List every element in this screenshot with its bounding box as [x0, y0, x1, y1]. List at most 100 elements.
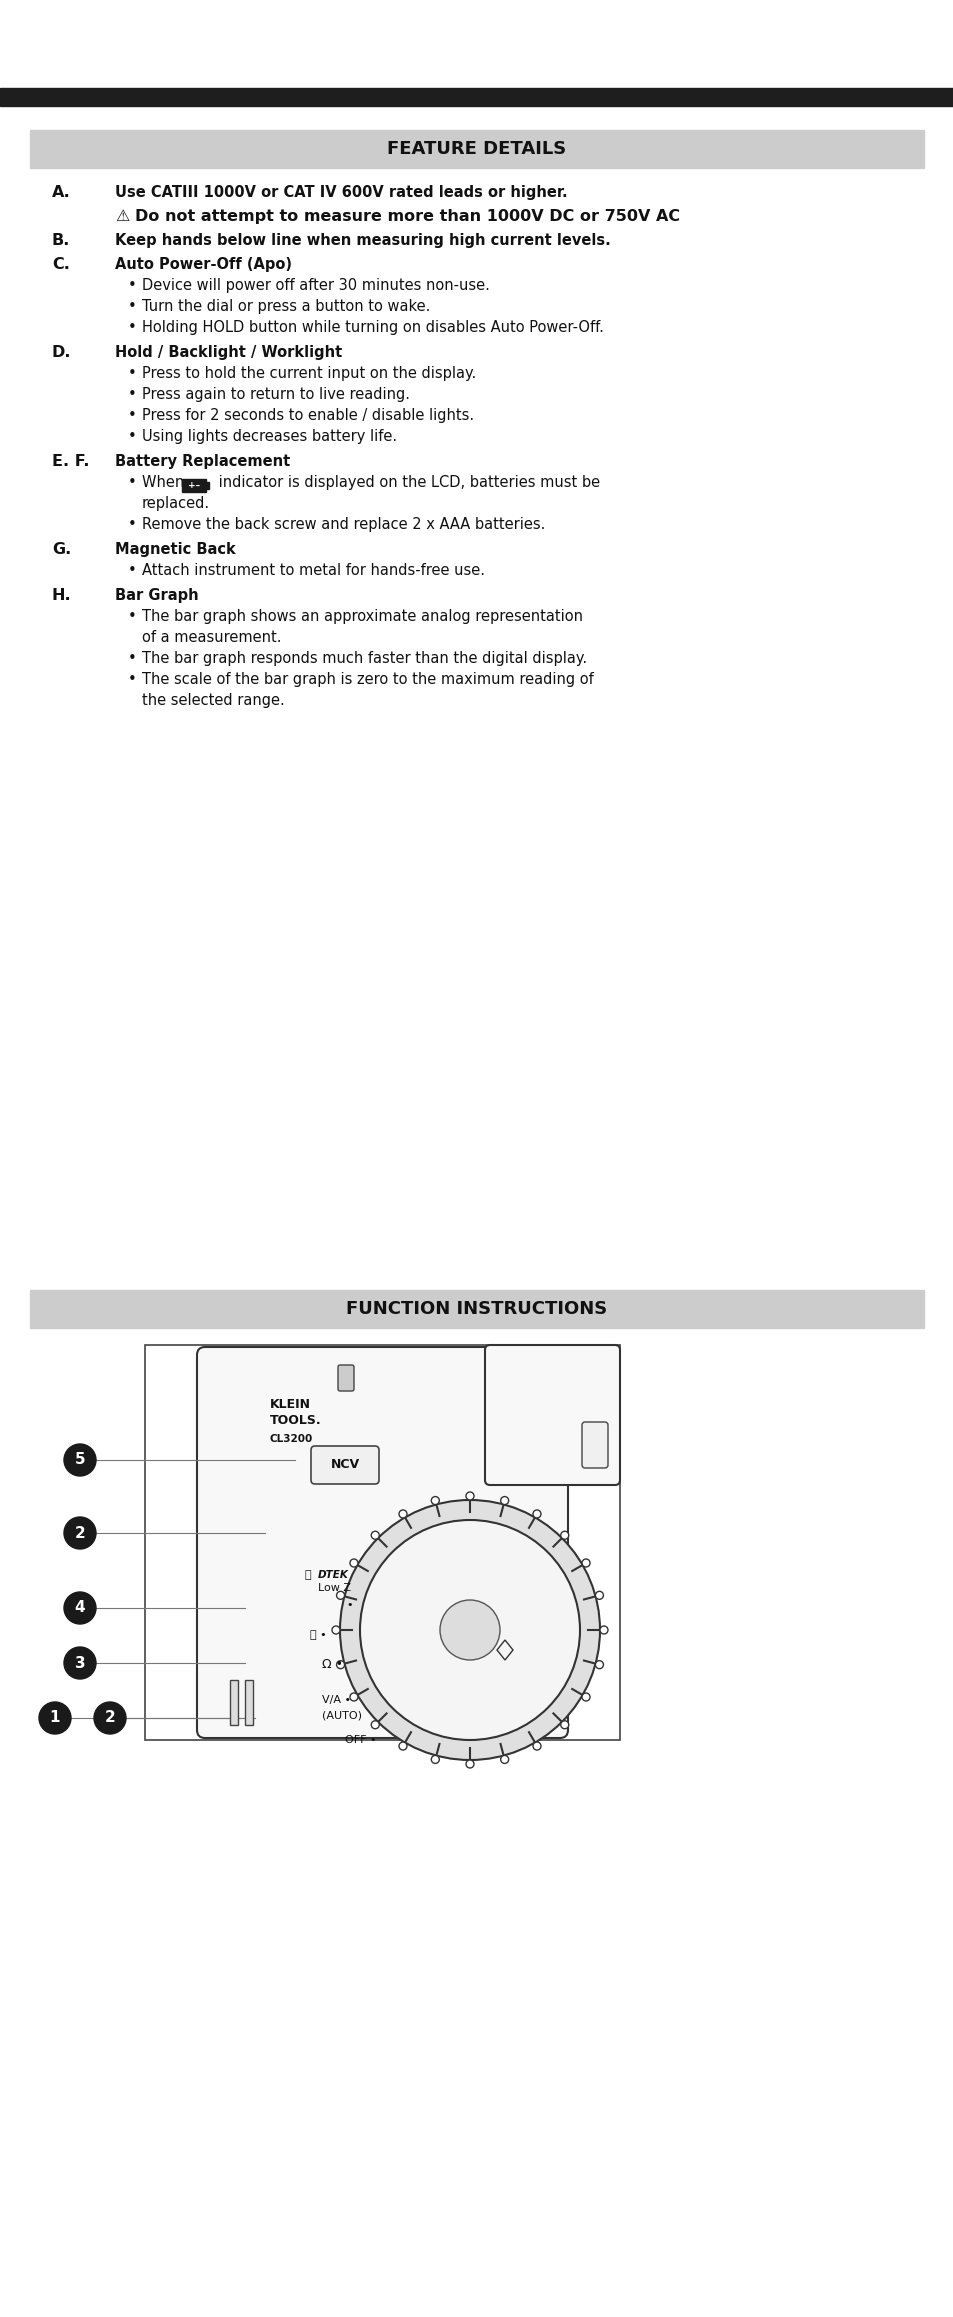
Text: A.: A. [52, 185, 71, 199]
Circle shape [533, 1511, 540, 1518]
Circle shape [350, 1559, 357, 1566]
Text: Low Z: Low Z [317, 1583, 351, 1594]
Text: Do not attempt to measure more than 1000V DC or 750V AC: Do not attempt to measure more than 1000… [135, 209, 679, 225]
Text: Bar Graph: Bar Graph [115, 589, 198, 602]
Text: NCV: NCV [330, 1457, 359, 1471]
Text: replaced.: replaced. [142, 496, 210, 512]
Circle shape [94, 1703, 126, 1733]
Text: Device will power off after 30 minutes non-use.: Device will power off after 30 minutes n… [142, 278, 489, 292]
Circle shape [581, 1559, 589, 1566]
Text: •: • [128, 563, 136, 577]
Text: •: • [346, 1601, 353, 1610]
Text: •: • [128, 366, 136, 380]
Circle shape [431, 1497, 439, 1504]
Circle shape [500, 1756, 508, 1763]
Bar [30, 1291, 923, 1328]
Text: 2: 2 [74, 1525, 85, 1541]
Text: KLEIN: KLEIN [270, 1399, 311, 1411]
Bar [0, 88, 953, 107]
Text: ⧉ •: ⧉ • [310, 1629, 326, 1640]
Text: indicator is displayed on the LCD, batteries must be: indicator is displayed on the LCD, batte… [213, 475, 599, 489]
Bar [206, 482, 209, 489]
Text: 5: 5 [74, 1453, 85, 1467]
Text: •: • [128, 651, 136, 665]
Circle shape [500, 1497, 508, 1504]
Text: 2: 2 [105, 1710, 115, 1726]
Text: •: • [128, 278, 136, 292]
Text: of a measurement.: of a measurement. [142, 630, 281, 644]
Text: 1: 1 [50, 1710, 60, 1726]
Circle shape [64, 1443, 96, 1476]
Bar [230, 1680, 237, 1724]
Text: •: • [128, 387, 136, 403]
Text: Battery Replacement: Battery Replacement [115, 454, 290, 468]
Bar [182, 480, 206, 491]
Text: When: When [142, 475, 189, 489]
Text: TOOLS.: TOOLS. [270, 1413, 321, 1427]
Text: ⚠: ⚠ [115, 209, 130, 225]
Bar [245, 1680, 253, 1724]
Text: (AUTO): (AUTO) [322, 1710, 361, 1719]
Circle shape [332, 1627, 339, 1633]
Text: the selected range.: the selected range. [142, 693, 284, 709]
Bar [145, 1344, 619, 1740]
Text: Keep hands below line when measuring high current levels.: Keep hands below line when measuring hig… [115, 234, 610, 248]
Text: •: • [128, 408, 136, 424]
Text: •: • [128, 320, 136, 336]
Circle shape [359, 1520, 579, 1740]
Circle shape [371, 1532, 379, 1538]
FancyBboxPatch shape [581, 1423, 607, 1469]
Circle shape [599, 1627, 607, 1633]
FancyBboxPatch shape [311, 1446, 378, 1483]
Text: D.: D. [52, 345, 71, 359]
Text: •: • [128, 475, 136, 489]
Text: Hold / Backlight / Worklight: Hold / Backlight / Worklight [115, 345, 342, 359]
Circle shape [64, 1647, 96, 1680]
FancyBboxPatch shape [337, 1365, 354, 1390]
Text: C.: C. [52, 257, 70, 271]
Text: Magnetic Back: Magnetic Back [115, 542, 235, 556]
Circle shape [595, 1592, 603, 1599]
Text: E. F.: E. F. [52, 454, 90, 468]
Text: B.: B. [52, 234, 71, 248]
Circle shape [398, 1511, 407, 1518]
Text: Attach instrument to metal for hands-free use.: Attach instrument to metal for hands-fre… [142, 563, 484, 577]
Text: Press to hold the current input on the display.: Press to hold the current input on the d… [142, 366, 476, 380]
Text: The bar graph responds much faster than the digital display.: The bar graph responds much faster than … [142, 651, 586, 665]
Circle shape [533, 1742, 540, 1749]
Bar [30, 130, 923, 169]
FancyBboxPatch shape [484, 1344, 619, 1485]
Circle shape [371, 1722, 379, 1728]
Circle shape [339, 1499, 599, 1761]
Circle shape [398, 1742, 407, 1749]
Text: 4: 4 [74, 1601, 85, 1615]
Circle shape [336, 1592, 344, 1599]
Text: Remove the back screw and replace 2 x AAA batteries.: Remove the back screw and replace 2 x AA… [142, 517, 545, 533]
Text: •: • [128, 299, 136, 315]
Circle shape [431, 1756, 439, 1763]
Text: V/A •: V/A • [322, 1696, 351, 1705]
Text: The scale of the bar graph is zero to the maximum reading of: The scale of the bar graph is zero to th… [142, 672, 593, 688]
Text: Ⓥ: Ⓥ [305, 1571, 312, 1580]
Text: Using lights decreases battery life.: Using lights decreases battery life. [142, 429, 396, 445]
Circle shape [581, 1694, 589, 1701]
Text: •: • [128, 517, 136, 533]
Circle shape [595, 1661, 603, 1668]
Text: Use CATIII 1000V or CAT IV 600V rated leads or higher.: Use CATIII 1000V or CAT IV 600V rated le… [115, 185, 567, 199]
Text: Ω •: Ω • [322, 1659, 343, 1671]
Text: G.: G. [52, 542, 71, 556]
Text: Auto Power-Off (Apo): Auto Power-Off (Apo) [115, 257, 292, 271]
Circle shape [64, 1518, 96, 1550]
Text: FUNCTION INSTRUCTIONS: FUNCTION INSTRUCTIONS [346, 1300, 607, 1318]
Circle shape [560, 1532, 568, 1538]
FancyBboxPatch shape [196, 1346, 567, 1738]
Text: •: • [128, 429, 136, 445]
Text: +–: +– [188, 482, 200, 489]
Text: FEATURE DETAILS: FEATURE DETAILS [387, 139, 566, 158]
Text: H.: H. [52, 589, 71, 602]
Circle shape [560, 1722, 568, 1728]
Circle shape [39, 1703, 71, 1733]
Text: Press for 2 seconds to enable / disable lights.: Press for 2 seconds to enable / disable … [142, 408, 474, 424]
Text: OFF •: OFF • [345, 1735, 376, 1745]
Text: 3: 3 [74, 1657, 85, 1671]
